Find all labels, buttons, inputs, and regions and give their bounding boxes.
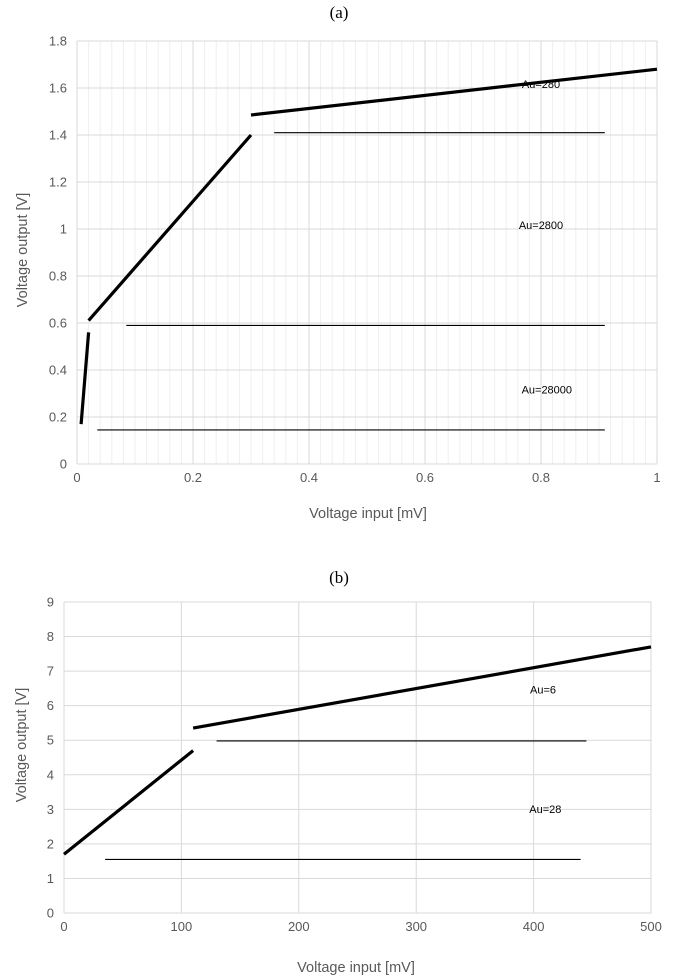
chart-b-x-tick-label-5: 500 <box>640 919 662 934</box>
chart-b-x-tick-labels: 0 100 200 300 400 500 <box>60 919 661 934</box>
chart-a-series-line-0 <box>79 332 91 425</box>
chart-b-panel-label: (b) <box>329 568 349 587</box>
chart-b-gridlines <box>63 601 652 914</box>
chart-a-x-tick-label-4: 0.8 <box>532 470 550 485</box>
chart-a-x-tick-labels: 0 0.2 0.4 0.6 0.8 1 <box>73 470 660 485</box>
chart-b-annotation-0: Au=6 <box>530 685 556 697</box>
chart-b-series-line-0 <box>62 749 195 856</box>
chart-b-x-tick-label-1: 100 <box>171 919 193 934</box>
chart-b-x-axis-title: Voltage input [mV] <box>297 960 415 976</box>
chart-a-series <box>79 67 658 431</box>
chart-a-gridlines <box>76 40 658 465</box>
chart-b-y-tick-label-4: 4 <box>47 767 54 782</box>
chart-b-y-tick-label-7: 7 <box>47 664 54 679</box>
chart-a-annotation-1: Au=2800 <box>519 220 563 232</box>
chart-a-y-tick-label-1: 0.2 <box>49 410 67 425</box>
chart-b-y-tick-label-3: 3 <box>47 802 54 817</box>
chart-b-x-tick-label-4: 400 <box>523 919 545 934</box>
chart-a-y-tick-label-0: 0 <box>60 457 67 472</box>
chart-b-y-tick-label-8: 8 <box>47 629 54 644</box>
chart-a-series-line-2 <box>250 67 658 117</box>
chart-a-series-line-1 <box>87 133 253 322</box>
chart-a-annotation-2: Au=28000 <box>522 385 572 397</box>
chart-b-y-tick-label-6: 6 <box>47 698 54 713</box>
chart-b-x-tick-label-3: 300 <box>405 919 427 934</box>
chart-b: (b) 0 100 200 300 400 500 0 1 2 3 4 5 6 7 8 9 Au=6 Au=2… <box>14 568 662 976</box>
chart-b-y-tick-label-9: 9 <box>47 595 54 610</box>
chart-a-y-tick-label-3: 0.6 <box>49 316 67 331</box>
chart-a-y-tick-label-5: 1 <box>60 222 67 237</box>
chart-a-x-tick-label-5: 1 <box>653 470 660 485</box>
chart-a-x-axis-title: Voltage input [mV] <box>309 506 427 522</box>
chart-a-x-tick-label-1: 0.2 <box>184 470 202 485</box>
chart-a-y-tick-label-9: 1.8 <box>49 34 67 49</box>
chart-a-y-tick-label-2: 0.4 <box>49 363 67 378</box>
chart-b-annotation-1: Au=28 <box>529 804 561 816</box>
chart-b-x-tick-label-2: 200 <box>288 919 310 934</box>
chart-a-y-tick-label-8: 1.6 <box>49 81 67 96</box>
chart-b-annotations: Au=6 Au=28 <box>529 685 561 816</box>
chart-a: (a) 0 0.2 0.4 0.6 0.8 1 0 0.2 0.4 0.6 0.8 1 1.2 1.4 1… <box>15 3 661 522</box>
chart-b-y-tick-labels: 0 1 2 3 4 5 6 7 8 9 <box>47 595 54 921</box>
chart-a-y-tick-label-6: 1.2 <box>49 175 67 190</box>
chart-b-y-tick-label-5: 5 <box>47 733 54 748</box>
chart-a-x-tick-label-3: 0.6 <box>416 470 434 485</box>
chart-b-y-axis-title: Voltage output [V] <box>14 688 30 802</box>
chart-a-x-tick-label-0: 0 <box>73 470 80 485</box>
chart-a-y-tick-label-4: 0.8 <box>49 269 67 284</box>
chart-a-annotation-0: Au=280 <box>522 79 560 91</box>
chart-a-x-tick-label-2: 0.4 <box>300 470 318 485</box>
chart-b-x-tick-label-0: 0 <box>60 919 67 934</box>
chart-a-panel-label: (a) <box>330 3 349 22</box>
chart-a-y-tick-labels: 0 0.2 0.4 0.6 0.8 1 1.2 1.4 1.6 1.8 <box>49 34 67 472</box>
chart-a-annotations: Au=280 Au=2800 Au=28000 <box>519 79 572 397</box>
chart-b-y-tick-label-1: 1 <box>47 871 54 886</box>
chart-a-y-axis-title: Voltage output [V] <box>15 193 31 307</box>
chart-b-series-line-1 <box>192 645 652 730</box>
chart-b-y-tick-label-2: 2 <box>47 836 54 851</box>
chart-a-y-tick-label-7: 1.4 <box>49 128 67 143</box>
chart-b-series <box>62 645 652 860</box>
chart-b-y-tick-label-0: 0 <box>47 906 54 921</box>
